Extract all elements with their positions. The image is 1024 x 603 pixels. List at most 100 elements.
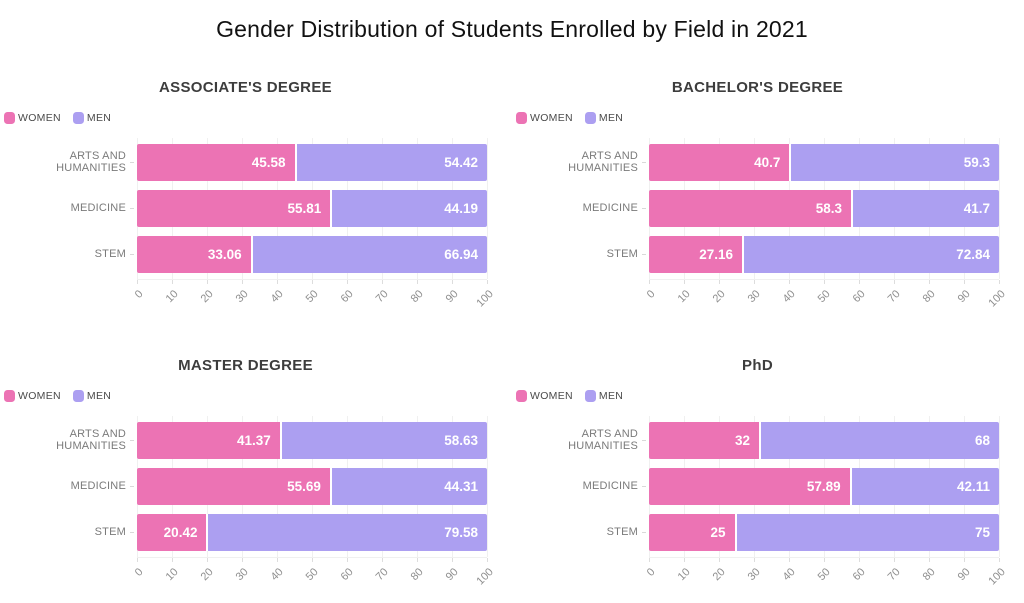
axis-tick-label: 100: [986, 566, 1008, 588]
women-value-label: 45.58: [251, 155, 286, 170]
x-axis: 0 10 20 30 40 50 60 70 80 90 100: [645, 557, 1007, 593]
axis-tick-label: 0: [132, 566, 146, 579]
men-segment[interactable]: 42.11: [851, 468, 999, 505]
legend-item-men[interactable]: MEN: [72, 112, 111, 124]
women-segment[interactable]: 55.81: [137, 190, 333, 227]
axis-tick: [172, 280, 173, 284]
legend-item-women[interactable]: WOMEN: [516, 390, 573, 402]
axis-tick-label: 40: [268, 566, 286, 584]
axis-tick: [824, 558, 825, 562]
gridline: [487, 416, 488, 557]
men-segment[interactable]: 66.94: [252, 236, 487, 273]
axis-tick: [964, 558, 965, 562]
axis-tick-label: 70: [885, 566, 903, 584]
axis-tick-label: 60: [338, 566, 356, 584]
panel-phd: PhD WOMEN MEN ARTS AND HUMANITIES 32 68 MED…: [512, 321, 1024, 599]
category-label: ARTS AND HUMANITIES: [568, 427, 638, 452]
category-tick: [130, 208, 134, 209]
category-label: STEM: [606, 525, 638, 538]
bar-row: ARTS AND HUMANITIES 41.37 58.63: [4, 422, 487, 459]
women-value-label: 55.81: [287, 201, 322, 216]
women-segment[interactable]: 27.16: [649, 236, 745, 273]
axis-tick: [789, 280, 790, 284]
bar-row: ARTS AND HUMANITIES 32 68: [516, 422, 999, 459]
men-segment[interactable]: 79.58: [208, 514, 487, 551]
axis-tick-label: 20: [710, 566, 728, 584]
women-segment[interactable]: 33.06: [137, 236, 253, 273]
stacked-bar: 41.37 58.63: [137, 422, 487, 459]
men-segment[interactable]: 58.63: [281, 422, 487, 459]
legend: WOMEN MEN: [4, 112, 487, 124]
men-value-label: 79.58: [444, 525, 478, 540]
men-segment[interactable]: 59.3: [791, 144, 999, 181]
axis-tick: [824, 280, 825, 284]
axis-tick-label: 10: [675, 288, 693, 306]
legend-item-men[interactable]: MEN: [72, 390, 111, 402]
legend-item-women[interactable]: WOMEN: [4, 112, 61, 124]
legend-item-women[interactable]: WOMEN: [516, 112, 573, 124]
bar-row: MEDICINE 55.81 44.19: [4, 190, 487, 227]
men-segment[interactable]: 72.84: [744, 236, 999, 273]
legend-item-women[interactable]: WOMEN: [4, 390, 61, 402]
men-segment[interactable]: 44.31: [331, 468, 487, 505]
category-tick: [642, 208, 646, 209]
panel-bachelors-degree: BACHELOR'S DEGREE WOMEN MEN ARTS AND HUM…: [512, 43, 1024, 321]
women-value-label: 20.42: [163, 525, 198, 540]
women-swatch-icon: [4, 390, 15, 402]
men-segment[interactable]: 54.42: [296, 144, 487, 181]
men-segment[interactable]: 68: [761, 422, 999, 459]
men-segment[interactable]: 41.7: [853, 190, 999, 227]
bar-rows: ARTS AND HUMANITIES 45.58 54.42 MEDICINE 55.…: [4, 144, 487, 273]
legend-label-women: WOMEN: [18, 390, 61, 402]
axis-tick: [649, 558, 650, 562]
men-segment[interactable]: 44.19: [332, 190, 487, 227]
women-segment[interactable]: 58.3: [649, 190, 854, 227]
axis-tick-label: 0: [132, 288, 146, 301]
legend-item-men[interactable]: MEN: [584, 390, 623, 402]
axis-tick-label: 90: [955, 288, 973, 306]
axis-tick: [347, 558, 348, 562]
men-swatch-icon: [584, 390, 596, 402]
category-tick: [130, 254, 134, 255]
stacked-bar: 33.06 66.94: [137, 236, 487, 273]
axis-tick: [859, 558, 860, 562]
men-segment[interactable]: 75: [736, 514, 999, 551]
axis-tick: [487, 558, 488, 562]
gridline: [999, 138, 1000, 279]
axis-tick-label: 80: [408, 566, 426, 584]
women-segment[interactable]: 20.42: [137, 514, 209, 551]
stacked-bar: 20.42 79.58: [137, 514, 487, 551]
category-label: STEM: [94, 247, 126, 260]
legend-item-men[interactable]: MEN: [584, 112, 623, 124]
women-value-label: 58.3: [815, 201, 843, 216]
women-segment[interactable]: 40.7: [649, 144, 792, 181]
gridline: [999, 416, 1000, 557]
axis-tick: [487, 280, 488, 284]
axis-tick-label: 70: [885, 288, 903, 306]
axis-tick: [242, 280, 243, 284]
category-label: MEDICINE: [70, 479, 126, 492]
category-tick: [642, 162, 646, 163]
women-segment[interactable]: 57.89: [649, 468, 852, 505]
axis-tick: [789, 558, 790, 562]
women-segment[interactable]: 32: [649, 422, 761, 459]
bar-rows: ARTS AND HUMANITIES 32 68 MEDICINE 57.89 42.1…: [516, 422, 999, 551]
chart-title: ASSOCIATE'S DEGREE: [159, 79, 332, 96]
men-value-label: 58.63: [444, 433, 478, 448]
men-swatch-icon: [584, 112, 596, 124]
women-segment[interactable]: 25: [649, 514, 737, 551]
axis-tick: [859, 280, 860, 284]
x-axis: 0 10 20 30 40 50 60 70 80 90 100: [645, 279, 1007, 315]
category-label: MEDICINE: [582, 479, 638, 492]
women-segment[interactable]: 55.69: [137, 468, 332, 505]
axis-tick-label: 50: [815, 566, 833, 584]
axis-tick: [929, 280, 930, 284]
axis-tick-label: 60: [850, 566, 868, 584]
legend: WOMEN MEN: [516, 390, 999, 402]
axis-tick: [172, 558, 173, 562]
men-value-label: 66.94: [444, 247, 478, 262]
women-segment[interactable]: 45.58: [137, 144, 297, 181]
category-tick: [130, 162, 134, 163]
women-segment[interactable]: 41.37: [137, 422, 282, 459]
axis-tick-label: 60: [850, 288, 868, 306]
